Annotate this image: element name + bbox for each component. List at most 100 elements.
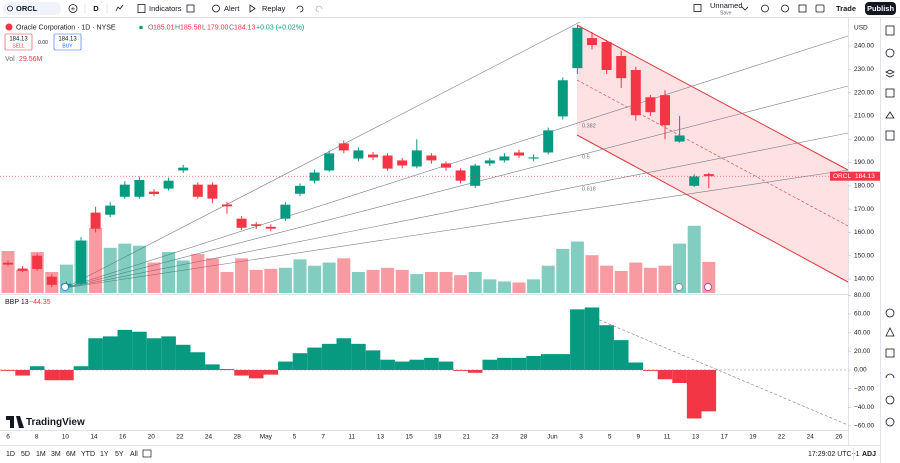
- adjust-button[interactable]: ADJ: [862, 451, 876, 458]
- ohlc-value: 179.00: [207, 24, 229, 31]
- watchlist-button[interactable]: [885, 25, 895, 36]
- date-label: 17: [721, 434, 729, 441]
- date-label: 26: [835, 434, 843, 441]
- earnings-marker[interactable]: [675, 283, 683, 291]
- dividend-marker[interactable]: [704, 283, 712, 291]
- date-label: 28: [520, 434, 528, 441]
- calendar-button[interactable]: [885, 348, 895, 358]
- layout-checkbox[interactable]: [693, 4, 702, 12]
- signal-button[interactable]: [885, 373, 895, 379]
- compare-button[interactable]: [68, 4, 78, 13]
- indicator-bar: [146, 338, 162, 370]
- volume-bar: [643, 267, 657, 293]
- ideas-stream-button[interactable]: [885, 327, 895, 337]
- sell-label[interactable]: SELL: [12, 43, 24, 49]
- layout-name[interactable]: Unnamed: [710, 1, 743, 10]
- volume-bar: [585, 255, 599, 293]
- fan-line: [64, 21, 581, 289]
- layers-button[interactable]: [885, 69, 895, 78]
- range-button[interactable]: 1M: [36, 451, 46, 458]
- volume-bar: [687, 225, 701, 293]
- candle-body: [382, 155, 393, 169]
- range-button[interactable]: 1Y: [100, 451, 109, 458]
- ohlc-letter: H: [175, 24, 180, 31]
- event-marker[interactable]: [61, 283, 69, 291]
- save-hint[interactable]: Save: [720, 10, 732, 16]
- channel-median: [576, 79, 849, 227]
- notifications-button[interactable]: [885, 395, 895, 405]
- candle-body: [90, 212, 101, 229]
- snapshot-button[interactable]: [815, 4, 825, 13]
- date-range-button[interactable]: [142, 449, 152, 458]
- settings-button[interactable]: [781, 4, 789, 13]
- range-button[interactable]: 1D: [6, 451, 15, 458]
- symbol-search[interactable]: [3, 2, 61, 15]
- volume-bar: [424, 271, 438, 293]
- candle-body: [499, 156, 510, 161]
- volume-bar: [220, 271, 234, 293]
- candle-body: [76, 240, 86, 284]
- help-button[interactable]: [885, 417, 895, 427]
- indicator-tick-label: 0.00: [854, 367, 867, 374]
- candle-body: [236, 218, 247, 228]
- search-button[interactable]: [761, 4, 769, 13]
- buy-price[interactable]: 184.13: [58, 37, 77, 43]
- sell-price[interactable]: 184.13: [9, 37, 28, 43]
- candle-body: [528, 157, 539, 159]
- indicator-bar: [453, 369, 468, 371]
- buy-button[interactable]: [53, 33, 82, 51]
- indicator-bar: [540, 354, 556, 370]
- buy-label[interactable]: BUY: [62, 43, 73, 49]
- candle-body: [149, 191, 159, 194]
- candle-body: [411, 150, 422, 167]
- indicators-button[interactable]: Indicators: [149, 4, 182, 13]
- ideas-button[interactable]: [885, 111, 895, 119]
- candle-body: [557, 80, 568, 117]
- screener-button[interactable]: [885, 88, 895, 98]
- range-button[interactable]: 5Y: [115, 451, 124, 458]
- candle-body: [207, 184, 218, 199]
- alerts-button[interactable]: [885, 48, 895, 58]
- trade-button[interactable]: Trade: [836, 4, 856, 13]
- indicator-bars: [0, 307, 717, 419]
- date-label: 9: [636, 434, 640, 441]
- chart-type-icon[interactable]: [115, 4, 124, 12]
- indicator-bar: [365, 350, 381, 370]
- layout-menu[interactable]: [741, 6, 749, 11]
- channel-upper: [576, 24, 849, 171]
- candle-body: [630, 70, 641, 116]
- volume-bar: [293, 259, 307, 293]
- indicator-bar: [248, 369, 264, 379]
- news-button[interactable]: [885, 130, 895, 141]
- publish-button[interactable]: Publish: [867, 4, 895, 13]
- volume-bar: [497, 281, 511, 293]
- sell-button[interactable]: [4, 33, 33, 51]
- range-button[interactable]: 3M: [51, 451, 61, 458]
- layouts-icon[interactable]: [186, 4, 195, 13]
- symbol[interactable]: ORCL: [16, 4, 38, 13]
- fullscreen-button[interactable]: [798, 4, 807, 13]
- date-label: 19: [749, 434, 757, 441]
- publish-button-bg[interactable]: [865, 2, 896, 15]
- target-button[interactable]: [885, 308, 895, 318]
- volume-value: 29.56M: [19, 56, 43, 63]
- badge-price: 184.13: [855, 173, 875, 180]
- undo-button[interactable]: [296, 5, 304, 13]
- range-button[interactable]: YTD: [81, 451, 95, 458]
- interval[interactable]: D: [93, 4, 99, 13]
- axes: 240.00230.00220.00210.00200.00190.00180.…: [0, 43, 880, 441]
- range-button[interactable]: 5D: [21, 451, 30, 458]
- candle-body: [587, 38, 597, 46]
- redo-button[interactable]: [315, 5, 323, 13]
- volume-bar: [570, 241, 584, 293]
- alert-button[interactable]: Alert: [224, 4, 240, 13]
- candle-body: [134, 179, 145, 197]
- date-label: 19: [434, 434, 442, 441]
- range-button[interactable]: 6M: [66, 451, 76, 458]
- range-button[interactable]: All: [130, 451, 138, 458]
- indicator-tick-label: −40.00: [854, 404, 874, 411]
- candle-body: [17, 268, 28, 271]
- indicators-icon: [137, 4, 146, 13]
- replay-button[interactable]: Replay: [262, 4, 286, 13]
